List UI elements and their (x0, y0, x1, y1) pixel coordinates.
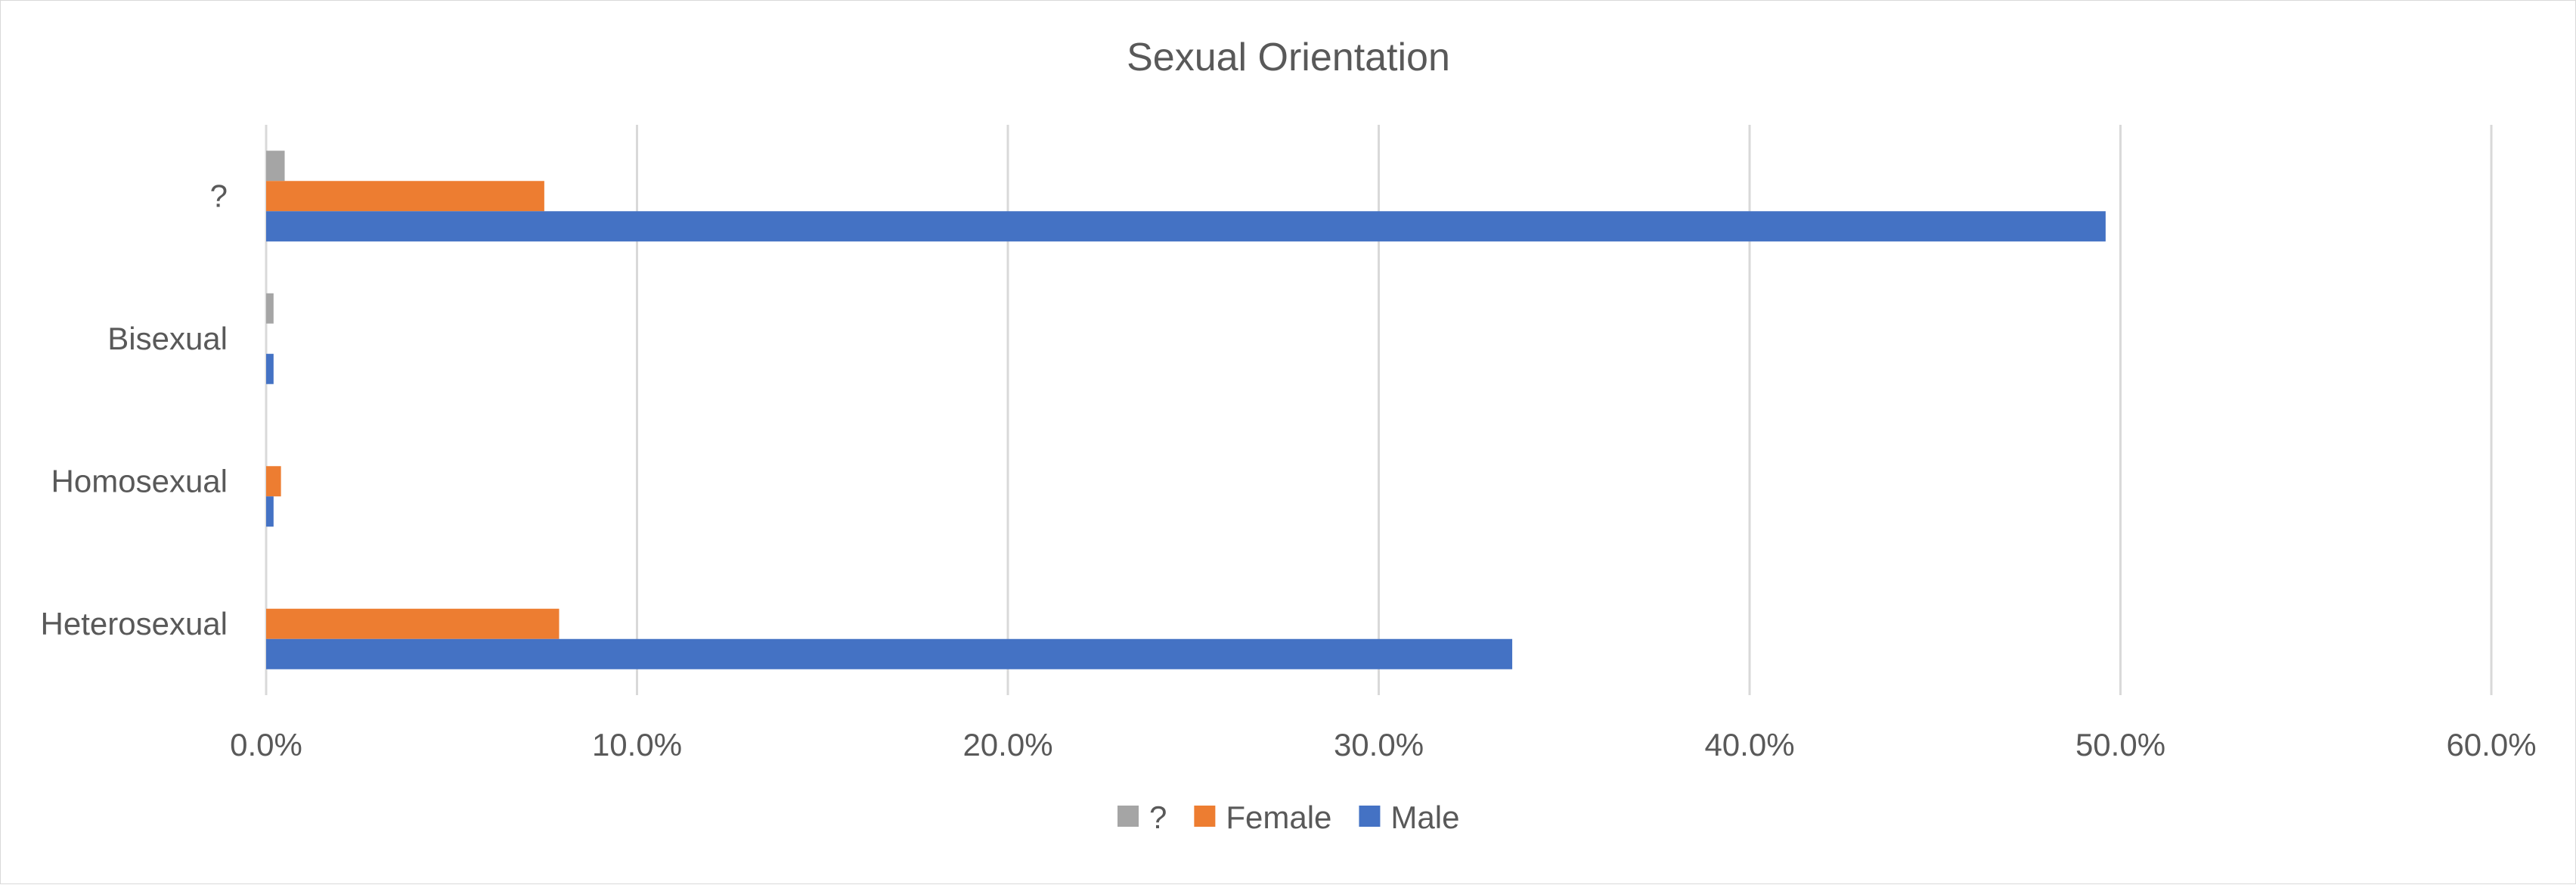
legend: ? Female Male (1118, 800, 1459, 835)
bar-male-unknown (266, 211, 2106, 242)
bar-male-bisexual (266, 353, 274, 384)
bar-female-unknown (266, 181, 544, 212)
x-tick-label: 20.0% (963, 727, 1052, 762)
legend-swatch (1359, 806, 1381, 827)
chart-title: Sexual Orientation (1127, 36, 1450, 79)
bar-unknown-bisexual (266, 293, 274, 324)
category-label: Homosexual (51, 463, 228, 498)
category-label: Bisexual (107, 321, 228, 356)
legend-swatch (1118, 806, 1139, 827)
category-labels: Heterosexual Homosexual Bisexual? (41, 178, 228, 641)
legend-label: Male (1390, 800, 1459, 835)
legend-swatch (1194, 806, 1216, 827)
bar-unknown-unknown (266, 151, 285, 182)
x-tick-label: 60.0% (2446, 727, 2536, 762)
x-tick-label: 40.0% (1704, 727, 1794, 762)
legend-label: Female (1226, 800, 1331, 835)
category-label: ? (210, 178, 228, 213)
bar-female-heterosexual (266, 608, 560, 639)
gridlines (265, 125, 2493, 695)
legend-label: ? (1149, 800, 1167, 835)
x-tick-label: 30.0% (1334, 727, 1424, 762)
bars (266, 151, 2106, 669)
x-tick-label: 0.0% (230, 727, 302, 762)
x-tick-label: 50.0% (2075, 727, 2165, 762)
x-tick-label: 10.0% (592, 727, 682, 762)
bar-female-homosexual (266, 466, 281, 497)
bar-male-heterosexual (266, 638, 1513, 669)
category-label: Heterosexual (41, 606, 228, 641)
bar-male-homosexual (266, 496, 274, 527)
x-axis-tick-labels: 0.0% 10.0% 20.0% 30.0% 40.0% 50.0% 60.0% (230, 727, 2536, 762)
